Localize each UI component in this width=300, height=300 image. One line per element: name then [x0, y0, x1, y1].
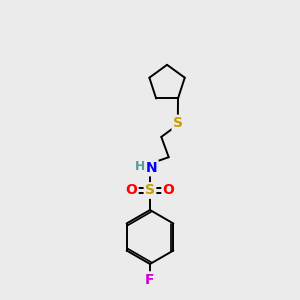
- Text: N: N: [146, 161, 157, 175]
- Text: S: S: [145, 184, 155, 197]
- Text: O: O: [163, 184, 175, 197]
- Text: S: S: [173, 116, 183, 130]
- Text: H: H: [135, 160, 146, 173]
- Text: O: O: [125, 184, 137, 197]
- Text: F: F: [145, 273, 155, 286]
